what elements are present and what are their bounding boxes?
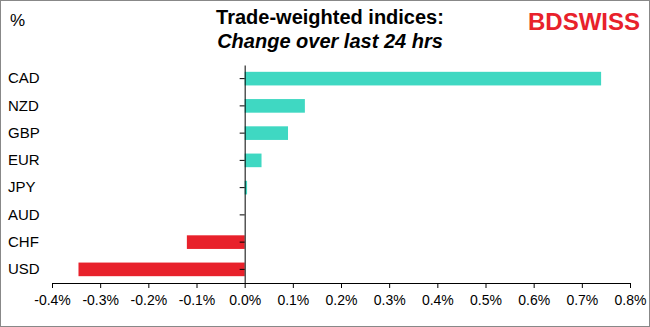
tick-label: -0.1% <box>179 292 216 308</box>
tick: CHF <box>8 233 245 250</box>
tick-mark <box>197 283 198 288</box>
tick: 0.5% <box>470 283 502 308</box>
category-axis: CAD NZD GBP EUR JPY AUD CHF USD <box>8 66 245 284</box>
tick-mark <box>240 105 245 106</box>
tick-mark <box>240 78 245 79</box>
tick-label: 0.8% <box>615 292 647 308</box>
tick-label: 0.7% <box>566 292 598 308</box>
tick: 0.3% <box>374 283 406 308</box>
tick-mark <box>240 242 245 243</box>
tick: 0.7% <box>566 283 598 308</box>
frame <box>1 1 650 327</box>
tick-mark <box>52 283 53 288</box>
category-label: NZD <box>8 97 39 114</box>
tick-label: -0.2% <box>131 292 168 308</box>
tick: -0.1% <box>179 283 216 308</box>
tick-mark <box>534 283 535 288</box>
tick: 0.8% <box>615 283 647 308</box>
tick-label: -0.4% <box>34 292 71 308</box>
bar <box>187 235 245 249</box>
tick-mark <box>240 133 245 134</box>
tick-label: 0.2% <box>326 292 358 308</box>
category-label: CHF <box>8 233 39 250</box>
category-label: CAD <box>8 69 40 86</box>
tick-mark <box>630 283 631 288</box>
tick-label: 0.0% <box>229 292 261 308</box>
tick-mark <box>437 283 438 288</box>
tick-label: 0.4% <box>422 292 454 308</box>
axis-unit: % <box>10 11 25 30</box>
tick-label: 0.6% <box>518 292 550 308</box>
category-label: GBP <box>8 124 40 141</box>
tick: JPY <box>8 178 245 195</box>
tick: 0.0% <box>229 283 261 308</box>
chart: Trade-weighted indices:Change over last … <box>0 0 650 327</box>
tick-label: 0.5% <box>470 292 502 308</box>
tick-label: -0.3% <box>82 292 119 308</box>
tick-mark <box>389 283 390 288</box>
title: Trade-weighted indices: <box>216 6 444 28</box>
tick: 0.6% <box>518 283 550 308</box>
tick-mark <box>240 160 245 161</box>
category-label: JPY <box>8 178 36 195</box>
tick-mark <box>341 283 342 288</box>
category-label: EUR <box>8 151 40 168</box>
tick-mark <box>245 283 246 288</box>
tick: USD <box>8 260 245 277</box>
bar <box>245 99 305 113</box>
bar <box>245 72 601 86</box>
tick: NZD <box>8 97 245 114</box>
tick: 0.1% <box>277 283 309 308</box>
category-label: USD <box>8 260 40 277</box>
tick-mark <box>240 269 245 270</box>
tick-mark <box>240 214 245 215</box>
bar <box>78 263 244 277</box>
tick-mark <box>293 283 294 288</box>
tick: -0.2% <box>131 283 168 308</box>
logo: BDSWISS <box>528 8 640 35</box>
tick: 0.2% <box>326 283 358 308</box>
tick-mark <box>582 283 583 288</box>
tick-mark <box>148 283 149 288</box>
category-label: AUD <box>8 206 40 223</box>
tick: CAD <box>8 69 245 86</box>
tick: EUR <box>8 151 245 168</box>
bar <box>245 126 288 140</box>
axis-line <box>245 66 246 284</box>
bar <box>245 154 262 168</box>
tick-label: 0.1% <box>277 292 309 308</box>
tick-mark <box>486 283 487 288</box>
x-axis: -0.4% -0.3% -0.2% -0.1% 0.0% 0.1% 0.2% 0.3% 0.4%… <box>34 283 646 308</box>
tick-mark <box>100 283 101 288</box>
tick: -0.4% <box>34 283 71 308</box>
tick: AUD <box>8 206 245 223</box>
bars <box>78 72 601 276</box>
subtitle: Change over last 24 hrs <box>217 30 443 52</box>
tick-mark <box>240 187 245 188</box>
tick-label: 0.3% <box>374 292 406 308</box>
tick: GBP <box>8 124 245 141</box>
tick: 0.4% <box>422 283 454 308</box>
tick: -0.3% <box>82 283 119 308</box>
